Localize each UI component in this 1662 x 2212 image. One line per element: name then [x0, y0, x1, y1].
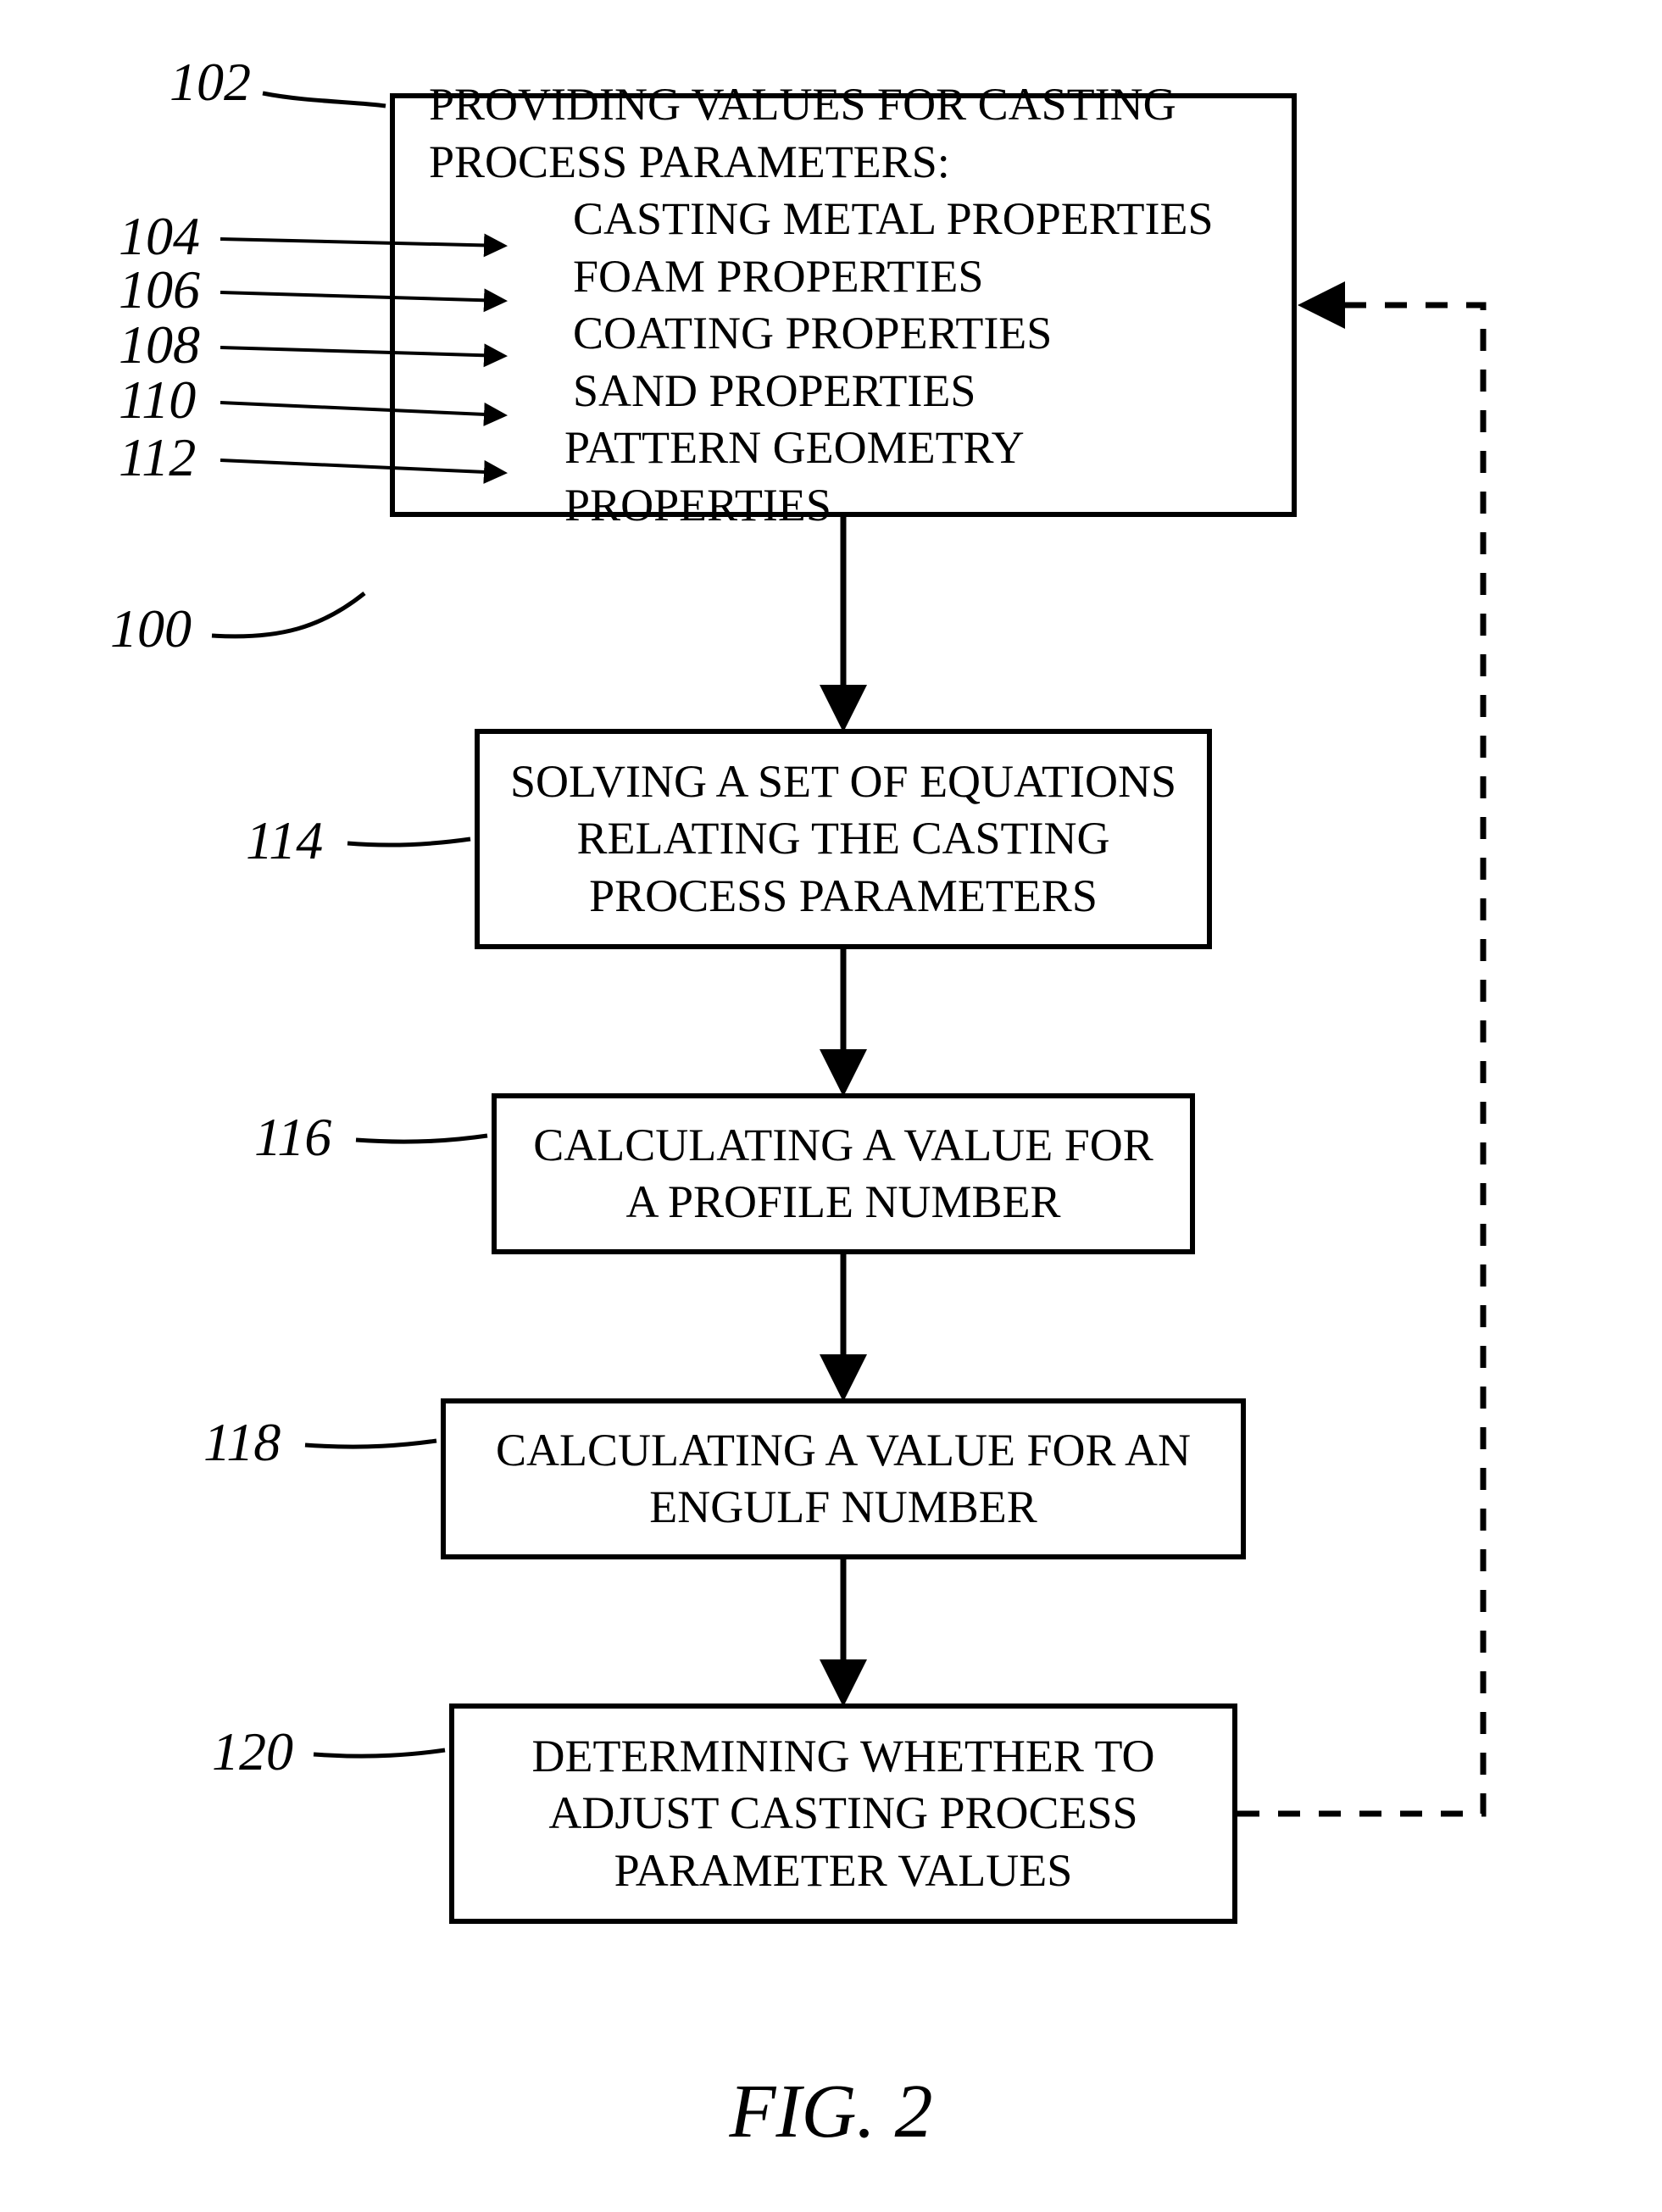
ref-110: 110	[119, 369, 196, 431]
step-120-box: DETERMINING WHETHER TO ADJUST CASTING PR…	[449, 1703, 1237, 1924]
param-110-line: SAND PROPERTIES	[429, 363, 976, 420]
ref-106: 106	[119, 258, 200, 321]
ref-108: 108	[119, 314, 200, 376]
leader-100	[212, 593, 364, 636]
step-114-l1: SOLVING A SET OF EQUATIONS	[510, 753, 1176, 811]
step-114-l2: RELATING THE CASTING	[577, 810, 1110, 868]
leader-102	[263, 93, 386, 106]
param-112-line: PATTERN GEOMETRY PROPERTIES	[429, 420, 1258, 534]
leader-118	[305, 1441, 436, 1447]
param-104-text: CASTING METAL PROPERTIES	[573, 191, 1213, 248]
ref-118: 118	[203, 1411, 281, 1474]
ref-102: 102	[170, 51, 251, 114]
step-118-l2: ENGULF NUMBER	[649, 1479, 1037, 1537]
step-120-l3: PARAMETER VALUES	[614, 1842, 1073, 1900]
step-116-l2: A PROFILE NUMBER	[625, 1174, 1060, 1231]
step-114-l3: PROCESS PARAMETERS	[589, 868, 1098, 925]
ref-112: 112	[119, 426, 196, 489]
leader-120	[314, 1750, 445, 1756]
step-118-l1: CALCULATING A VALUE FOR AN	[496, 1422, 1191, 1480]
step-102-title-l2: PROCESS PARAMETERS:	[429, 134, 950, 192]
step-116-box: CALCULATING A VALUE FOR A PROFILE NUMBER	[492, 1093, 1195, 1254]
step-114-box: SOLVING A SET OF EQUATIONS RELATING THE …	[475, 729, 1212, 949]
arrow-feedback-120-to-102	[1237, 305, 1483, 1814]
param-106-text: FOAM PROPERTIES	[573, 248, 983, 306]
step-118-box: CALCULATING A VALUE FOR AN ENGULF NUMBER	[441, 1398, 1246, 1559]
param-108-line: COATING PROPERTIES	[429, 305, 1052, 363]
step-102-title-l1: PROVIDING VALUES FOR CASTING	[429, 76, 1176, 134]
param-104-line: CASTING METAL PROPERTIES	[429, 191, 1213, 248]
param-112-text: PATTERN GEOMETRY PROPERTIES	[564, 420, 1258, 534]
ref-116: 116	[254, 1106, 331, 1169]
step-120-l1: DETERMINING WHETHER TO	[532, 1728, 1155, 1786]
ref-120: 120	[212, 1720, 293, 1783]
figure-label: FIG. 2	[0, 2068, 1662, 2155]
step-120-l2: ADJUST CASTING PROCESS	[548, 1785, 1137, 1842]
ref-114: 114	[246, 809, 323, 872]
step-116-l1: CALCULATING A VALUE FOR	[533, 1117, 1153, 1175]
param-106-line: FOAM PROPERTIES	[429, 248, 983, 306]
leader-114	[347, 839, 470, 845]
leader-116	[356, 1136, 487, 1142]
diagram-canvas: PROVIDING VALUES FOR CASTING PROCESS PAR…	[0, 0, 1662, 2212]
param-110-text: SAND PROPERTIES	[573, 363, 976, 420]
ref-100: 100	[110, 597, 192, 660]
param-108-text: COATING PROPERTIES	[573, 305, 1052, 363]
step-102-box: PROVIDING VALUES FOR CASTING PROCESS PAR…	[390, 93, 1297, 517]
